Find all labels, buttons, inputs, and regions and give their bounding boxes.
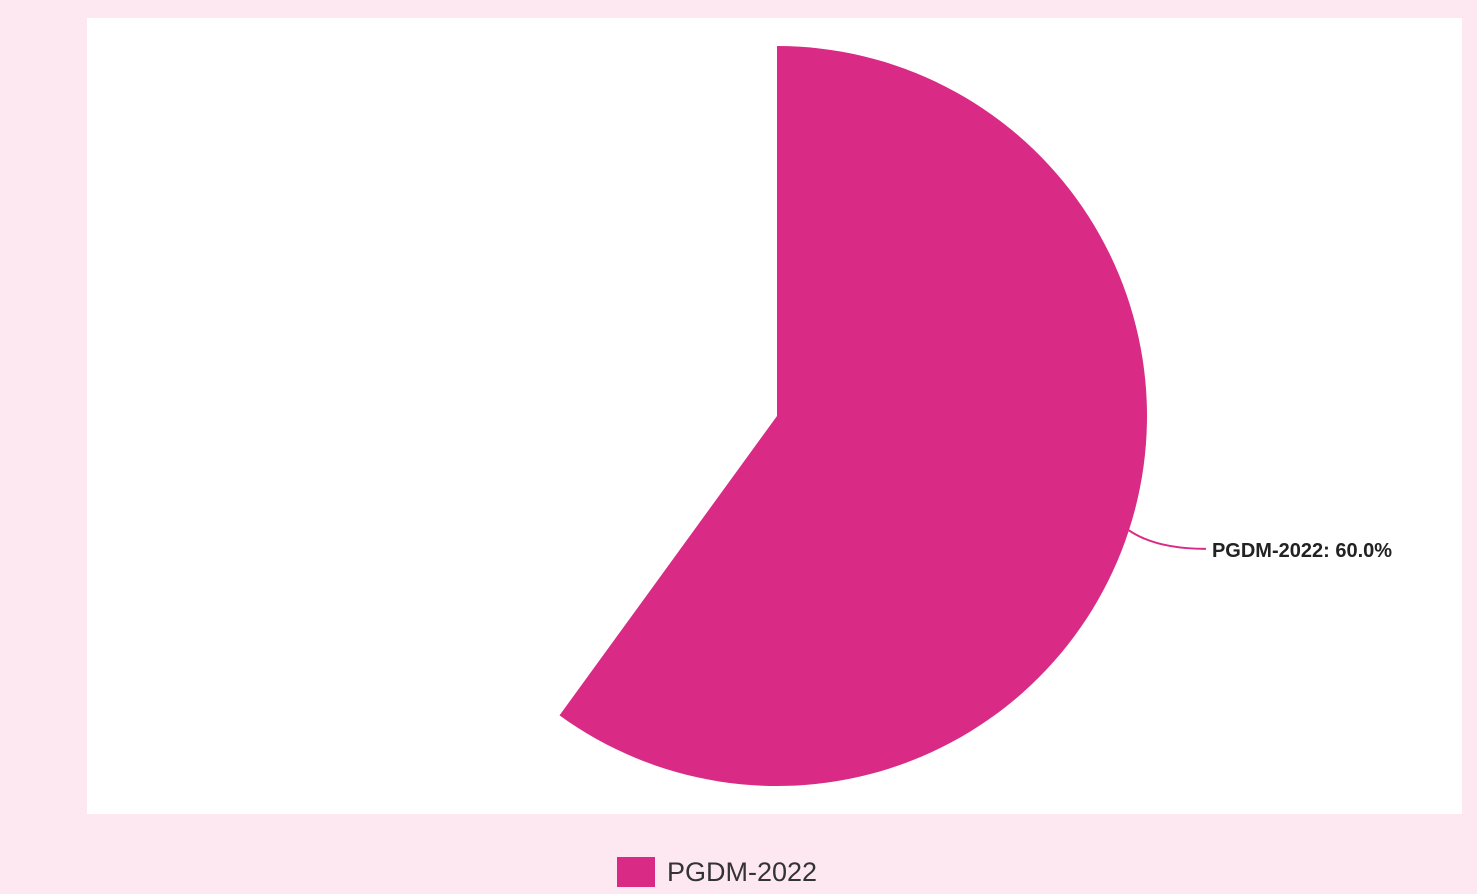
- legend-label: PGDM-2022: [667, 857, 817, 887]
- legend-swatch: [617, 857, 655, 887]
- leader-line: [1128, 529, 1206, 550]
- data-label: PGDM-2022: 60.0%: [1212, 540, 1392, 562]
- pie-slice: [559, 46, 1147, 786]
